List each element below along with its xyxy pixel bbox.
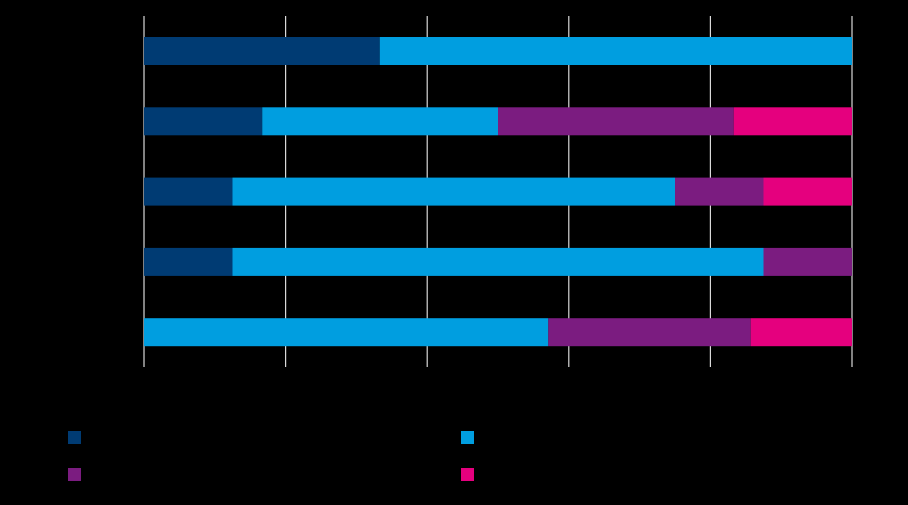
series-1 <box>144 37 380 276</box>
bar-segment <box>232 177 675 206</box>
legend <box>68 431 474 481</box>
bar-segment <box>733 107 852 136</box>
series-3 <box>498 107 852 347</box>
bar-segment <box>750 318 852 347</box>
bar-segment <box>144 107 263 136</box>
legend-item <box>68 468 81 481</box>
bar-segment <box>144 247 233 276</box>
legend-item <box>68 431 81 444</box>
bar-segment <box>262 107 498 136</box>
bar-segment <box>144 177 233 206</box>
bar-series-group <box>144 37 852 347</box>
bar-segment <box>763 247 852 276</box>
legend-item <box>461 431 474 444</box>
bar-segment <box>232 247 764 276</box>
bar-segment <box>675 177 764 206</box>
legend-swatch <box>68 468 81 481</box>
legend-swatch <box>461 468 474 481</box>
bar-segment <box>144 37 380 65</box>
bar-segment <box>144 318 549 347</box>
bar-segment <box>763 177 852 206</box>
legend-item <box>461 468 474 481</box>
legend-swatch <box>461 431 474 444</box>
bar-segment <box>548 318 751 347</box>
bar-segment <box>498 107 734 136</box>
series-2 <box>144 37 852 347</box>
legend-swatch <box>68 431 81 444</box>
series-4 <box>733 107 852 347</box>
bar-segment <box>379 37 852 65</box>
